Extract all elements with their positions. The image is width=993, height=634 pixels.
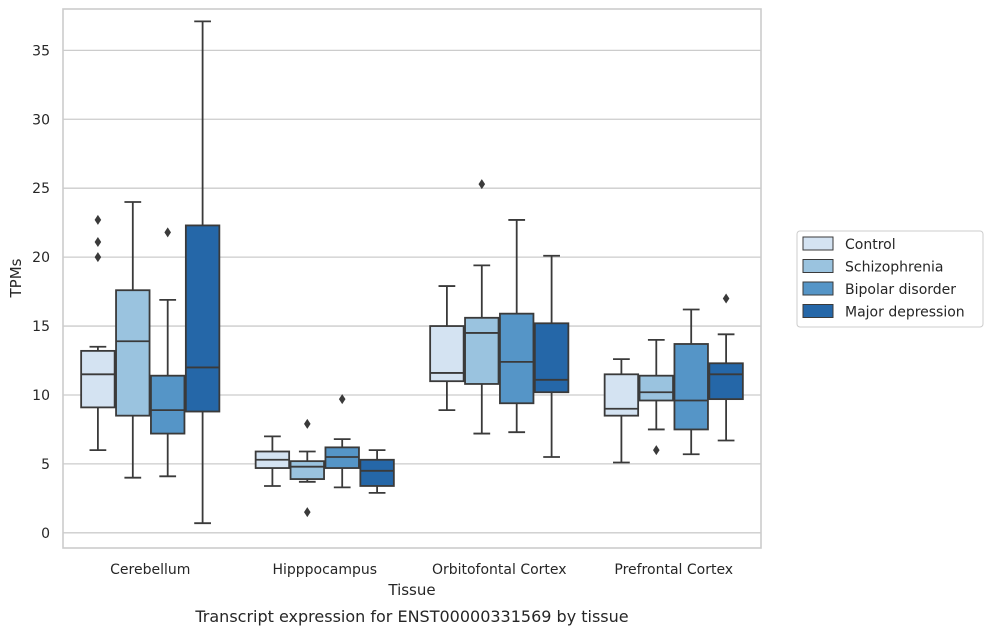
box-schizophrenia (464, 179, 500, 435)
outlier-point (478, 179, 486, 190)
legend-label: Control (845, 237, 896, 253)
outlier-point (94, 236, 102, 247)
box-bipolar-disorder (673, 308, 709, 456)
legend-label: Major depression (845, 305, 965, 321)
y-tick-label: 25 (32, 181, 50, 197)
x-tick-label: Prefrontal Cortex (614, 562, 733, 578)
y-tick-label: 5 (41, 457, 50, 473)
box-bipolar-disorder (324, 394, 360, 489)
chart-caption: Transcript expression for ENST0000033156… (194, 607, 628, 626)
x-tick-label: Cerebellum (110, 562, 190, 578)
box-control (80, 214, 116, 452)
outlier-point (304, 507, 311, 518)
legend-swatch (802, 304, 834, 318)
outlier-point (338, 394, 346, 405)
box-schizophrenia (115, 201, 151, 479)
iqr-box (464, 316, 500, 385)
y-tick-label: 35 (32, 43, 50, 59)
boxes (80, 20, 744, 525)
y-tick-label: 20 (32, 250, 50, 266)
x-tick-label: Hipppocampus (272, 562, 377, 578)
box-control (254, 435, 291, 487)
legend-swatch (802, 281, 834, 296)
outlier-point (304, 418, 311, 429)
box-control (429, 285, 465, 412)
x-tick-label: Orbitofontal Cortex (432, 562, 567, 578)
box-schizophrenia (289, 418, 325, 518)
iqr-box (638, 374, 674, 402)
legend-label: Schizophrenia (845, 260, 943, 276)
iqr-box (80, 349, 116, 409)
iqr-box (184, 224, 221, 413)
legend-swatch (802, 259, 834, 273)
iqr-box (359, 458, 395, 487)
box-control (603, 358, 640, 464)
iqr-box (499, 312, 535, 405)
y-tick-label: 0 (41, 526, 50, 542)
plot-frame (62, 8, 762, 549)
x-axis-label: Tissue (387, 581, 435, 599)
y-tick-labels: 0 5 10 15 20 25 30 35 (32, 43, 50, 541)
iqr-box (533, 322, 570, 394)
iqr-box (429, 325, 465, 383)
box-major-depression (708, 293, 744, 442)
y-tick-label: 30 (32, 112, 50, 128)
outlier-point (722, 293, 730, 304)
box-bipolar-disorder (150, 227, 186, 478)
box-bipolar-disorder (499, 219, 535, 434)
iqr-box (289, 460, 325, 480)
y-tick-label: 15 (32, 319, 50, 335)
legend-label: Bipolar disorder (845, 282, 956, 298)
outlier-point (94, 252, 102, 263)
box-major-depression (359, 449, 395, 494)
iqr-box (150, 374, 186, 435)
legend: Control Schizophrenia Bipolar disorder Majo… (796, 230, 984, 328)
box-major-depression (184, 20, 221, 525)
iqr-box (673, 343, 709, 431)
iqr-box (708, 362, 744, 401)
legend-frame (796, 230, 984, 328)
iqr-box (115, 289, 151, 417)
outlier-point (164, 227, 171, 238)
y-axis-label: TPMs (7, 258, 25, 298)
outlier-point (94, 214, 102, 225)
x-tick-labels: Cerebellum Hipppocampus Orbitofontal Corte… (110, 562, 733, 578)
box-schizophrenia (638, 338, 674, 456)
legend-swatch (802, 236, 834, 251)
box-major-depression (533, 254, 570, 458)
y-tick-label: 10 (32, 388, 50, 404)
outlier-point (653, 445, 660, 456)
